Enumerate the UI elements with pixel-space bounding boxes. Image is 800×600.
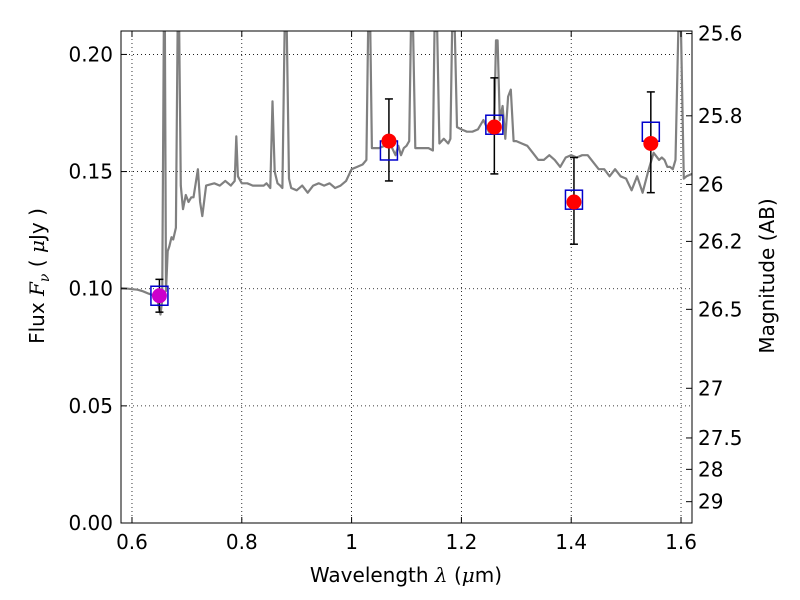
right-axis-tick-label: 29 [698,490,723,514]
right-axis-tick-label: 25.8 [698,104,743,128]
axis-ticks: 0.6 0.8 1 1.2 1.4 1.6 0.00 0.05 0.10 0.15 0.20 25.6… [68,22,742,554]
observed-point [486,119,502,135]
x-tick-label: 1.2 [445,530,477,554]
right-axis-tick-label: 26.5 [698,297,743,321]
x-tick-label: 0.6 [116,530,148,554]
plot-frame [120,30,693,524]
observed-point [566,194,582,210]
plot-area [121,31,692,316]
observed-point [643,135,659,151]
right-axis-tick-label: 28 [698,457,723,481]
y-tick-label: 0.00 [68,511,113,535]
right-axis-tick-label: 25.6 [698,22,743,46]
x-tick-label: 0.8 [226,530,258,554]
y-tick-label: 0.20 [68,42,113,66]
model-bandpass-square [150,285,169,306]
right-axis-label: Magnitude (AB) [755,198,779,353]
y-tick-label: 0.05 [68,394,113,418]
x-tick-label: 1.6 [665,530,697,554]
right-axis-tick-label: 27.5 [698,426,743,450]
right-axis-tick-label: 26.2 [698,229,743,253]
grid [121,31,692,524]
observed-point [151,288,167,304]
right-axis-tick-label: 27 [698,376,723,400]
y-tick-label: 0.10 [68,277,113,301]
x-tick-label: 1 [345,530,358,554]
x-axis-label: Wavelength λ (μm) [310,563,502,587]
observed-point [381,133,397,149]
y-axis-label: Flux Fν ( μJy ) [25,208,53,344]
model-spectrum-line [121,31,692,316]
right-axis-tick-label: 26 [698,172,723,196]
x-tick-label: 1.4 [555,530,587,554]
y-tick-label: 0.15 [68,160,113,184]
